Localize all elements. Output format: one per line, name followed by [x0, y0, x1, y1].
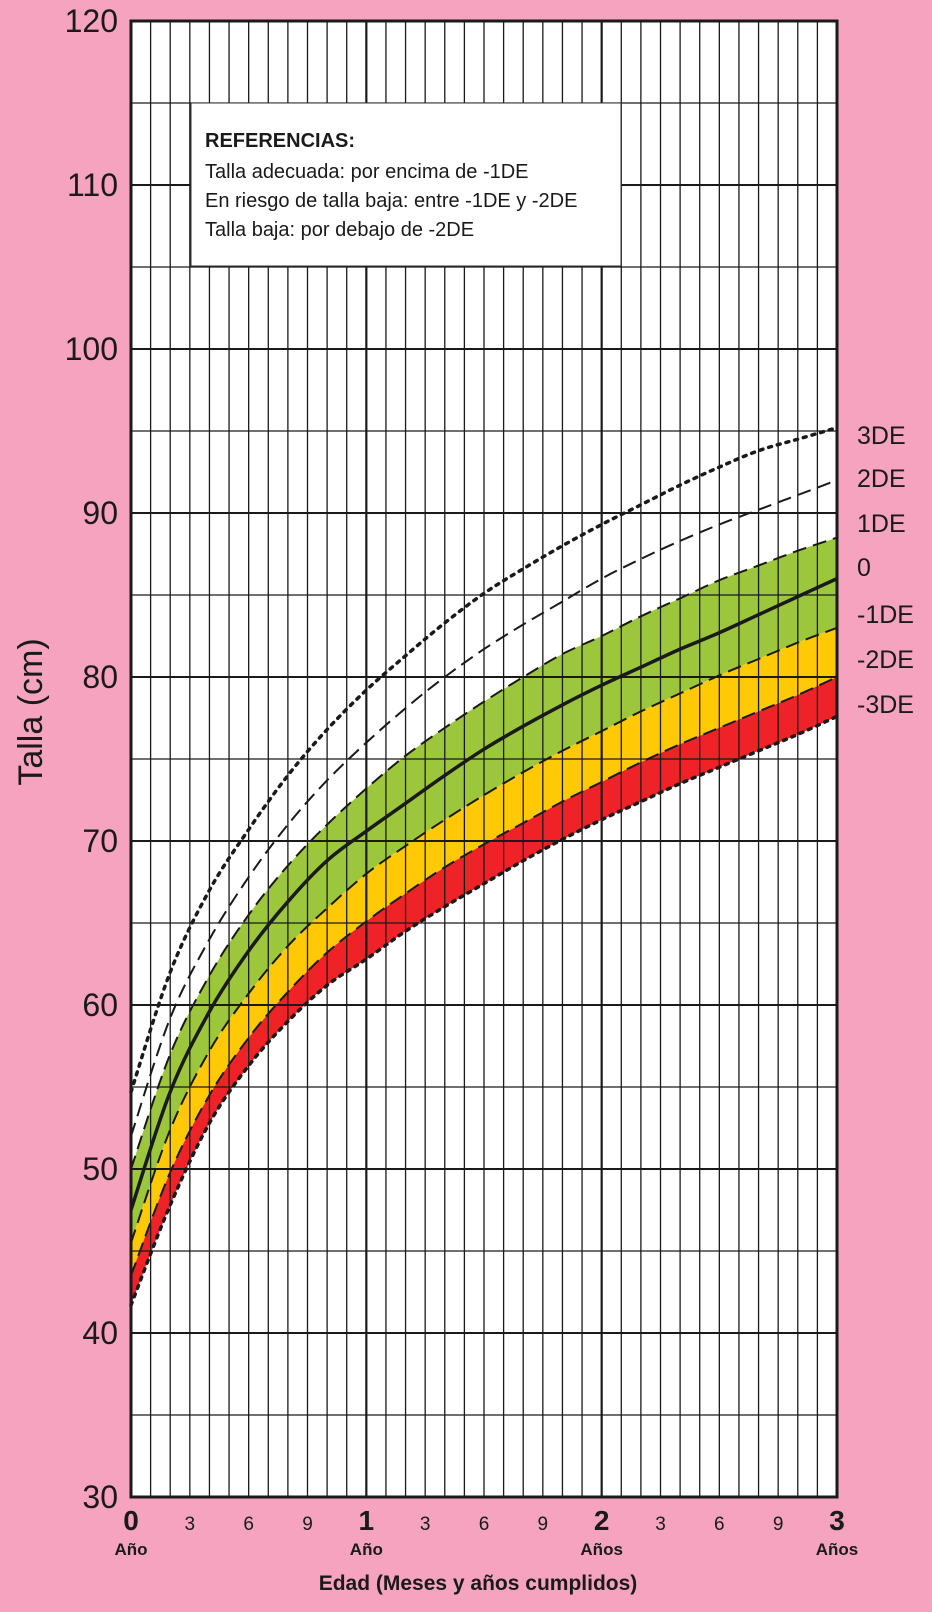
x-tick-year-sub: Años: [580, 1540, 623, 1559]
sd-line-0: [129, 577, 838, 1211]
y-tick-label: 90: [82, 495, 118, 531]
x-tick-month: 6: [479, 1514, 490, 1535]
x-tick-month: 9: [773, 1514, 784, 1535]
y-tick-label: 60: [82, 987, 118, 1023]
band--1DE-to--2DE: [131, 627, 837, 1276]
sd-label--1DE: -1DE: [857, 601, 914, 629]
sd-label-3DE: 3DE: [857, 422, 906, 450]
x-tick-month: 3: [420, 1514, 431, 1535]
y-tick-label: 80: [82, 659, 118, 695]
x-tick-year: 2: [594, 1505, 610, 1536]
x-axis-label: Edad (Meses y años cumplidos): [319, 1572, 638, 1595]
legend-item-risk: En riesgo de talla baja: entre -1DE y -2…: [205, 190, 577, 212]
sd-label-0: 0: [857, 554, 871, 582]
x-tick-labels: 0 Año 1 Año 2 Años 3 Años 3 6 9 3 6 9 3 6 9: [114, 1505, 858, 1559]
y-tick-label: 30: [82, 1479, 118, 1515]
sd-line-1DE: [130, 536, 838, 1170]
y-tick-label: 40: [82, 1315, 118, 1351]
x-tick-year: 3: [829, 1505, 845, 1536]
x-tick-month: 3: [185, 1514, 196, 1535]
sd-line-labels: 3DE 2DE 1DE 0 -1DE -2DE -3DE: [857, 422, 914, 719]
legend-item-adequate: Talla adecuada: por encima de -1DE: [205, 161, 529, 183]
x-tick-month: 9: [538, 1514, 549, 1535]
sd-lines: [129, 425, 839, 1307]
x-tick-month: 9: [302, 1514, 313, 1535]
sd-line--2DE: [130, 676, 838, 1276]
sd-label-1DE: 1DE: [857, 510, 906, 538]
y-tick-label: 110: [67, 167, 118, 203]
x-tick-year: 0: [123, 1505, 139, 1536]
sd-line-2DE: [130, 479, 838, 1137]
x-tick-year: 1: [359, 1505, 375, 1536]
y-axis-label: Talla (cm): [12, 638, 50, 785]
x-tick-month: 6: [714, 1514, 725, 1535]
legend-item-low: Talla baja: por debajo de -2DE: [205, 219, 474, 241]
legend-background: [190, 102, 622, 267]
y-tick-labels: 30 40 50 60 70 80 90 100 110 120: [65, 3, 118, 1515]
sd-line--1DE: [130, 626, 838, 1244]
band-0-to--1DE: [131, 578, 837, 1243]
y-tick-label: 100: [65, 331, 118, 367]
band-1DE-to-0: [131, 537, 837, 1210]
sd-label--3DE: -3DE: [857, 691, 914, 719]
plot-frame: [129, 19, 839, 1499]
x-tick-year-sub: Año: [114, 1540, 147, 1559]
sd-label-2DE: 2DE: [857, 465, 906, 493]
y-tick-label: 120: [65, 3, 118, 39]
zone-bands: [131, 537, 837, 1306]
sd-line--3DE: [129, 714, 839, 1307]
sd-label--2DE: -2DE: [857, 646, 914, 674]
y-tick-label: 50: [82, 1151, 118, 1187]
x-tick-year-sub: Años: [816, 1540, 859, 1559]
x-tick-year-sub: Año: [350, 1540, 383, 1559]
sd-line-3DE: [129, 425, 839, 1094]
x-tick-month: 3: [655, 1514, 666, 1535]
x-tick-month: 6: [243, 1514, 254, 1535]
legend-title: REFERENCIAS:: [205, 130, 355, 152]
band--2DE-to--3DE: [131, 677, 837, 1306]
legend-box: REFERENCIAS: Talla adecuada: por encima …: [190, 102, 622, 267]
y-tick-label: 70: [82, 823, 118, 859]
